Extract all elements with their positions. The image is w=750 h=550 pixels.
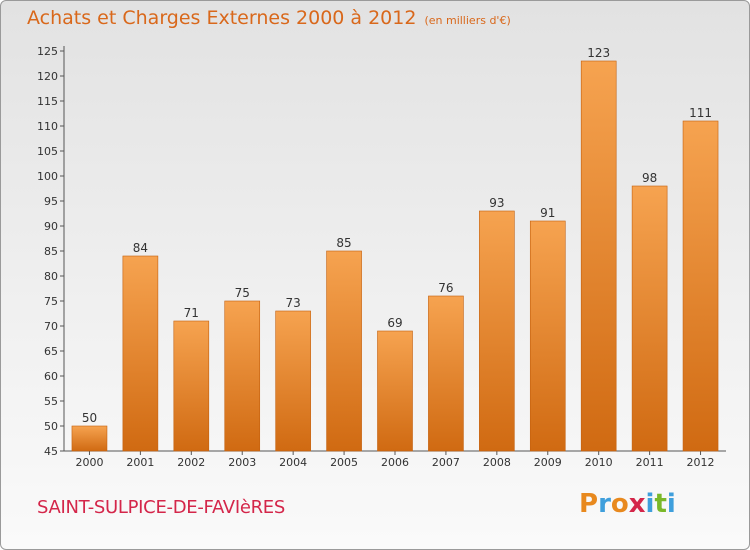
x-tick-label: 2000 xyxy=(75,456,103,469)
data-labels: 50 84 71 75 73 85 69 76 93 91 123 98 111 xyxy=(82,46,712,425)
value-label: 84 xyxy=(133,241,148,255)
logo-letter: P xyxy=(579,489,599,519)
bars xyxy=(71,60,719,452)
value-label: 85 xyxy=(336,236,351,250)
y-tick-label: 95 xyxy=(44,195,58,208)
value-label: 75 xyxy=(235,286,250,300)
y-tick-label: 60 xyxy=(44,370,58,383)
y-tick-label: 110 xyxy=(37,120,58,133)
y-tick-label: 75 xyxy=(44,295,58,308)
logo-letter: t xyxy=(654,489,667,519)
y-tick-label: 100 xyxy=(37,170,58,183)
bar-2005 xyxy=(326,250,362,452)
bar-2011 xyxy=(631,185,668,452)
chart-title-text: Achats et Charges Externes 2000 à 2012 xyxy=(27,7,417,29)
x-tick-label: 2004 xyxy=(279,456,307,469)
x-tick-label: 2003 xyxy=(228,456,256,469)
y-tick-label: 90 xyxy=(44,220,58,233)
value-label: 91 xyxy=(540,206,555,220)
x-tick-label: 2002 xyxy=(177,456,205,469)
y-tick-label: 105 xyxy=(37,145,58,158)
value-label: 69 xyxy=(387,316,402,330)
y-tick-label: 125 xyxy=(37,45,58,58)
y-tick-label: 50 xyxy=(44,420,58,433)
y-tick-label: 55 xyxy=(44,395,58,408)
value-label: 98 xyxy=(642,171,657,185)
bar-2000 xyxy=(71,425,108,452)
bar-2008 xyxy=(479,210,515,452)
x-tick-label: 2006 xyxy=(381,456,409,469)
bar-2003 xyxy=(224,300,261,452)
value-label: 76 xyxy=(438,281,453,295)
logo-letter: i xyxy=(666,489,676,519)
commune-name: SAINT-SULPICE-DE-FAVIèRES xyxy=(37,497,286,518)
value-label: 71 xyxy=(184,306,199,320)
bar-2002 xyxy=(173,320,210,452)
y-tick-label: 80 xyxy=(44,270,58,283)
value-label: 50 xyxy=(82,411,97,425)
y-tick-label: 115 xyxy=(37,95,58,108)
bar-2009 xyxy=(529,220,566,452)
x-tick-label: 2010 xyxy=(585,456,613,469)
logo-letter: x xyxy=(628,489,646,519)
bar-2007 xyxy=(428,295,464,452)
logo-letter: o xyxy=(610,489,629,519)
logo-letter: r xyxy=(598,489,611,519)
proxiti-logo[interactable]: Proxiti xyxy=(579,489,676,519)
x-tick-label: 2007 xyxy=(432,456,460,469)
x-tick-label: 2001 xyxy=(126,456,154,469)
bar-2010 xyxy=(580,60,617,452)
chart-unit: (en milliers d'€) xyxy=(424,14,511,27)
x-tick-label: 2005 xyxy=(330,456,358,469)
x-tick-label: 2012 xyxy=(687,456,715,469)
x-tick-label: 2009 xyxy=(534,456,562,469)
logo-letter: i xyxy=(645,489,655,519)
value-label: 123 xyxy=(587,46,610,60)
y-tick-label: 45 xyxy=(44,445,58,458)
x-tick-label: 2008 xyxy=(483,456,511,469)
chart-title: Achats et Charges Externes 2000 à 2012 (e… xyxy=(27,7,511,29)
bar-2012 xyxy=(682,120,719,452)
bar-2006 xyxy=(377,330,413,452)
bar-2004 xyxy=(275,310,311,452)
value-label: 73 xyxy=(286,296,301,310)
y-tick-label: 70 xyxy=(44,320,58,333)
bar-2001 xyxy=(122,255,159,452)
value-label: 111 xyxy=(689,106,712,120)
x-tick-label: 2011 xyxy=(636,456,664,469)
y-tick-label: 120 xyxy=(37,70,58,83)
value-label: 93 xyxy=(489,196,504,210)
y-tick-label: 85 xyxy=(44,245,58,258)
y-tick-label: 65 xyxy=(44,345,58,358)
